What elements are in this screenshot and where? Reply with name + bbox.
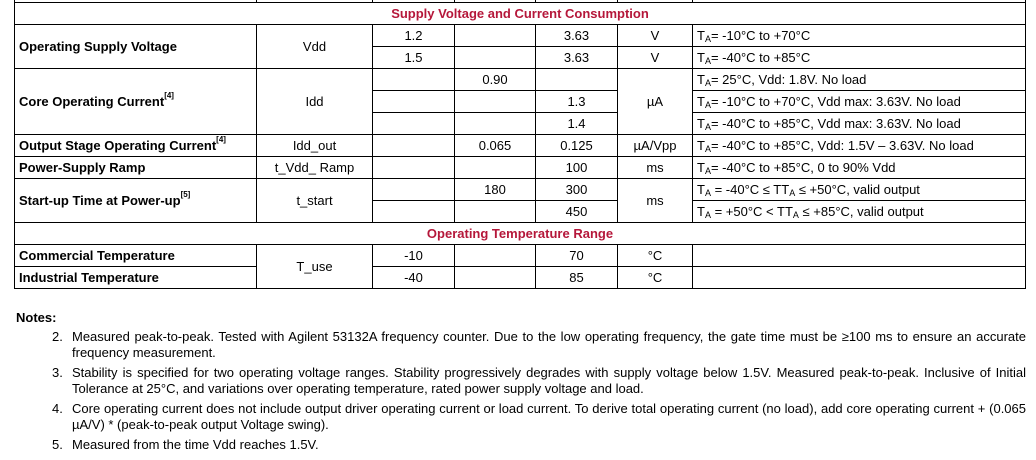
typ-value [454,112,536,135]
unit: V [617,24,693,47]
typ-value [454,244,536,267]
symbol: Idd [256,68,373,135]
typ-value: 0.065 [454,134,536,157]
unit: V [617,46,693,69]
param-name: Start-up Time at Power-up[5] [14,178,257,223]
max-value: 70 [535,244,618,267]
typ-value [454,90,536,113]
unit: µA [617,68,693,135]
max-value: 85 [535,266,618,289]
ta-symbol: TA [781,182,796,198]
param-name: Power-Supply Ramp [14,156,257,179]
table-row: Power-Supply Ramp t_Vdd_ Ramp 100 ms TA=… [14,156,1026,179]
symbol: t_start [256,178,373,223]
note-item: 2. Measured peak-to-peak. Tested with Agi… [52,329,1026,360]
max-value: 1.4 [535,112,618,135]
typ-value [454,266,536,289]
min-value: 1.2 [372,24,455,47]
ta-symbol: TA [697,182,711,198]
max-value: 100 [535,156,618,179]
table-row: Start-up Time at Power-up[5] t_start 180… [14,178,1026,223]
min-value [372,200,455,223]
min-value: -40 [372,266,455,289]
unit: °C [617,266,693,289]
condition: TA= -10°C to +70°C, Vdd max: 3.63V. No l… [692,90,1026,113]
typ-value: 0.90 [454,68,536,91]
ta-symbol: TA [697,28,711,44]
ta-symbol: TA [697,72,711,88]
param-name: Core Operating Current[4] [14,68,257,135]
max-value: 450 [535,200,618,223]
table-row: 1.3 TA= -10°C to +70°C, Vdd max: 3.63V. … [15,90,1026,113]
max-value: 3.63 [535,24,618,47]
typ-value: 180 [454,178,536,201]
condition: TA= 25°C, Vdd: 1.8V. No load [692,68,1026,91]
unit: ms [617,156,693,179]
unit: °C [617,244,693,267]
condition: TA= -40°C to +85°C [692,46,1026,69]
min-value [372,178,455,201]
condition [692,266,1026,289]
param-name: Commercial Temperature [14,244,257,267]
ta-symbol: TA [697,94,711,110]
section-header: Operating Temperature Range [14,222,1026,245]
condition: TA= -40°C to +85°C, 0 to 90% Vdd [692,156,1026,179]
min-value [372,90,455,113]
unit: µA/Vpp [617,134,693,157]
section-header: Supply Voltage and Current Consumption [14,2,1026,25]
max-value: 3.63 [535,46,618,69]
notes-heading: Notes: [16,310,57,325]
ta-symbol: TA [697,50,711,66]
typ-value [454,24,536,47]
table-row: Industrial Temperature -40 85 °C [14,266,1026,289]
ta-symbol: TA [697,116,711,132]
condition: TA= -40°C to +85°C, Vdd: 1.5V – 3.63V. N… [692,134,1026,157]
param-name: Operating Supply Voltage [14,24,257,69]
min-value [372,68,455,91]
ta-symbol: TA [784,204,799,220]
condition: TA= -40°C to +85°C, Vdd max: 3.63V. No l… [692,112,1026,135]
max-value: 300 [535,178,618,201]
table-row: Core Operating Current[4] Idd 0.90 µA TA… [14,68,1026,135]
note-item: 4. Core operating current does not includ… [52,401,1026,432]
typ-value [454,46,536,69]
min-value: 1.5 [372,46,455,69]
spec-table: Supply Voltage and Current Consumption O… [14,0,1026,289]
max-value: 1.3 [535,90,618,113]
condition: TA = +50°C < TTA ≤ +85°C, valid output [692,200,1026,223]
table-row: Commercial Temperature T_use -10 70 °C [14,244,1026,289]
symbol: Idd_out [256,134,373,157]
min-value [372,156,455,179]
symbol: T_use [256,244,373,289]
note-item: 3. Stability is specified for two operati… [52,365,1026,396]
condition: TA = -40°C ≤ TTA ≤ +50°C, valid output [692,178,1026,201]
ta-symbol: TA [697,204,711,220]
symbol: Vdd [256,24,373,69]
note-item: 5. Measured from the time Vdd reaches 1.5… [52,437,319,452]
unit: ms [617,178,693,223]
min-value: -10 [372,244,455,267]
table-row: Output Stage Operating Current[4] Idd_ou… [14,134,1026,157]
table-row: Operating Supply Voltage Vdd 1.2 3.63 V … [14,24,1026,69]
table-row: 450 TA = +50°C < TTA ≤ +85°C, valid outp… [15,200,1026,223]
notes: Notes: 2. Measured peak-to-peak. Tested w… [16,310,1026,457]
min-value [372,134,455,157]
condition: TA= -10°C to +70°C [692,24,1026,47]
typ-value [454,156,536,179]
max-value: 0.125 [535,134,618,157]
ta-symbol: TA [697,138,711,154]
symbol: t_Vdd_ Ramp [256,156,373,179]
min-value [372,112,455,135]
max-value [535,68,618,91]
typ-value [454,200,536,223]
param-name: Industrial Temperature [14,266,257,289]
param-name: Output Stage Operating Current[4] [14,134,257,157]
condition [692,244,1026,267]
ta-symbol: TA [697,160,711,176]
